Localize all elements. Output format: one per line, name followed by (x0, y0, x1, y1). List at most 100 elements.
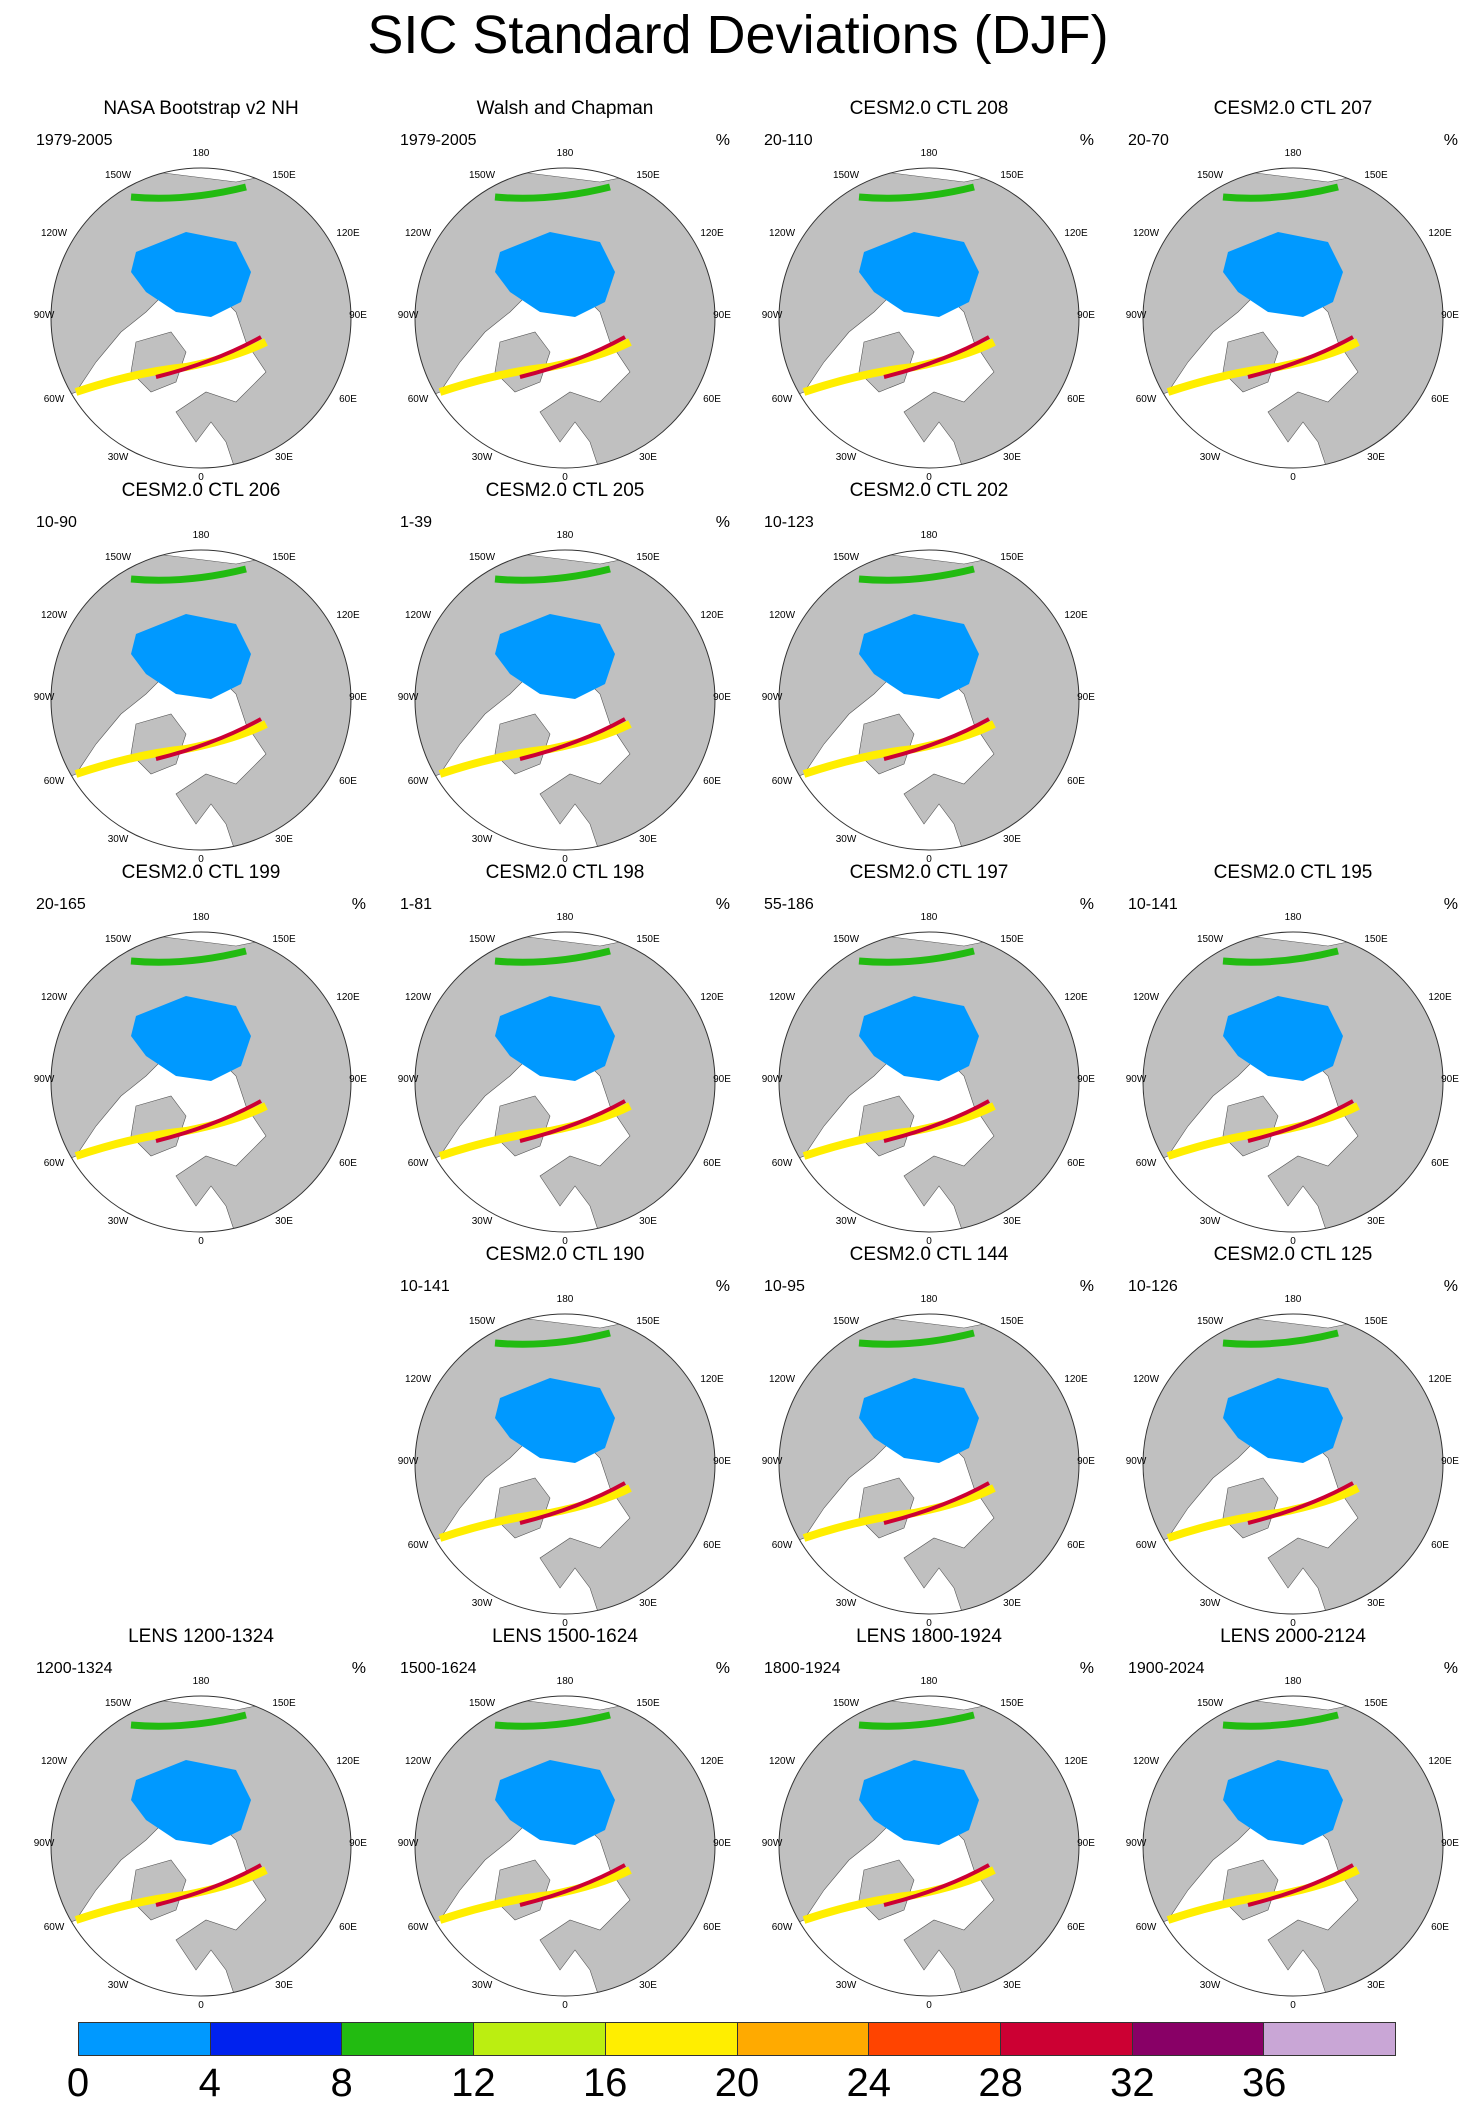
panel-unit-label: % (351, 1660, 366, 1677)
longitude-label: 150E (1000, 552, 1024, 563)
polar-map: 180 150W 150E 120W 120E 90W 90E 60W 60E 30W 30E 0 (1126, 148, 1460, 483)
longitude-label: 30W (108, 834, 129, 845)
polar-map: 180 150W 150E 120W 120E 90W 90E 60W 60E 30W 30E 0 (762, 912, 1096, 1247)
longitude-label: 120W (1133, 1756, 1160, 1767)
ice-edge-band-high (883, 1481, 990, 1525)
longitude-label: 120E (1428, 1374, 1452, 1385)
land-mass (415, 171, 715, 468)
longitude-label: 0 (562, 472, 568, 483)
longitude-label: 120W (1133, 228, 1160, 239)
longitude-label: 90E (1077, 1456, 1095, 1467)
polar-map: 180 150W 150E 120W 120E 90W 90E 60W 60E 30W 30E 0 (34, 912, 368, 1247)
longitude-label: 60W (44, 1158, 65, 1169)
longitude-label: 90E (713, 692, 731, 703)
ice-edge-band-pacific (130, 565, 247, 584)
longitude-label: 150W (1197, 1316, 1224, 1327)
longitude-label: 120W (405, 610, 432, 621)
panel-unit-label: % (351, 896, 366, 913)
longitude-label: 0 (926, 2000, 932, 2011)
longitude-label: 180 (557, 148, 574, 159)
panel-unit-label: % (1443, 132, 1458, 149)
longitude-label: 150E (1364, 1698, 1388, 1709)
land-mass (779, 1699, 1079, 1996)
longitude-label: 120E (700, 610, 724, 621)
panel-period-label: 1800-1924 (764, 1660, 841, 1677)
land-mass (51, 171, 351, 468)
longitude-label: 30E (275, 834, 293, 845)
land-mass (1143, 171, 1443, 468)
longitude-label: 90E (349, 310, 367, 321)
longitude-label: 150E (636, 552, 660, 563)
longitude-label: 60W (772, 394, 793, 405)
map-panel: LENS 2000-2124 1900-2024% 180 150W 150E 120W 1… (1126, 1626, 1460, 2011)
map-panel: CESM2.0 CTL 198 1-81% 180 150W 150E 120W 120E 9… (398, 862, 732, 1247)
ice-edge-band-high (519, 1099, 626, 1143)
polar-map: 180 150W 150E 120W 120E 90W 90E 60W 60E 30W 30E 0 (398, 912, 732, 1247)
map-panel: CESM2.0 CTL 197 55-186% 180 150W 150E 120W 120… (762, 862, 1096, 1247)
longitude-label: 60W (408, 394, 429, 405)
sea-ice-core (1223, 1378, 1343, 1463)
longitude-label: 120E (336, 992, 360, 1003)
longitude-label: 150W (105, 552, 132, 563)
longitude-label: 180 (1285, 912, 1302, 923)
ice-edge-band-pacific (494, 947, 611, 966)
polar-map: 180 150W 150E 120W 120E 90W 90E 60W 60E 30W 30E 0 (398, 530, 732, 865)
longitude-label: 150W (469, 170, 496, 181)
ice-edge-band-high (1247, 335, 1354, 379)
longitude-label: 0 (198, 1236, 204, 1247)
colorbar-swatch (79, 2023, 211, 2055)
longitude-label: 150W (833, 170, 860, 181)
polar-map: 180 150W 150E 120W 120E 90W 90E 60W 60E 30W 30E 0 (1126, 912, 1460, 1247)
longitude-label: 90E (1077, 1838, 1095, 1849)
ice-edge-band-pacific (494, 565, 611, 584)
colorbar-swatch (474, 2023, 606, 2055)
longitude-label: 30W (472, 834, 493, 845)
panel-period-label: 1-39 (400, 514, 433, 531)
longitude-label: 150E (272, 170, 296, 181)
longitude-label: 90W (398, 1838, 419, 1849)
longitude-label: 150W (105, 934, 132, 945)
colorbar-swatch (210, 2023, 343, 2055)
longitude-label: 150E (1000, 934, 1024, 945)
longitude-label: 150E (636, 1698, 660, 1709)
land-mass (1143, 1317, 1443, 1614)
longitude-label: 120W (405, 1756, 432, 1767)
longitude-label: 60E (703, 1922, 721, 1933)
longitude-label: 120E (1064, 1756, 1088, 1767)
longitude-label: 120W (769, 228, 796, 239)
longitude-label: 150W (833, 1698, 860, 1709)
longitude-label: 30E (639, 834, 657, 845)
longitude-label: 0 (926, 1236, 932, 1247)
longitude-label: 0 (1290, 1236, 1296, 1247)
ice-edge-band-pacific (858, 1329, 975, 1348)
colorbar-swatch (1000, 2023, 1133, 2055)
longitude-label: 60W (408, 776, 429, 787)
longitude-label: 90E (1077, 310, 1095, 321)
sea-ice-core (859, 1760, 979, 1845)
sea-ice-core (1223, 232, 1343, 317)
longitude-label: 180 (557, 1676, 574, 1687)
longitude-label: 60E (703, 776, 721, 787)
longitude-label: 0 (198, 472, 204, 483)
longitude-label: 120E (336, 1756, 360, 1767)
longitude-label: 90W (1126, 1456, 1147, 1467)
longitude-label: 60E (703, 394, 721, 405)
longitude-label: 60W (1136, 1540, 1157, 1551)
longitude-label: 60W (1136, 394, 1157, 405)
panel-title: CESM2.0 CTL 125 (1213, 1244, 1373, 1265)
panel-unit-label: % (715, 132, 730, 149)
colorbar-tick-label: 4 (198, 2061, 221, 2105)
longitude-label: 120W (405, 1374, 432, 1385)
longitude-label: 90W (398, 1456, 419, 1467)
longitude-label: 90W (34, 1838, 55, 1849)
colorbar-swatch (737, 2023, 870, 2055)
colorbar-tick-label: 16 (582, 2061, 628, 2105)
longitude-label: 180 (193, 530, 210, 541)
polar-map: 180 150W 150E 120W 120E 90W 90E 60W 60E 30W 30E 0 (34, 530, 368, 865)
longitude-label: 120W (769, 610, 796, 621)
longitude-label: 180 (1285, 1676, 1302, 1687)
panel-period-label: 10-141 (1128, 896, 1178, 913)
longitude-label: 30W (836, 1980, 857, 1991)
longitude-label: 120E (1428, 1756, 1452, 1767)
sea-ice-core (495, 614, 615, 699)
